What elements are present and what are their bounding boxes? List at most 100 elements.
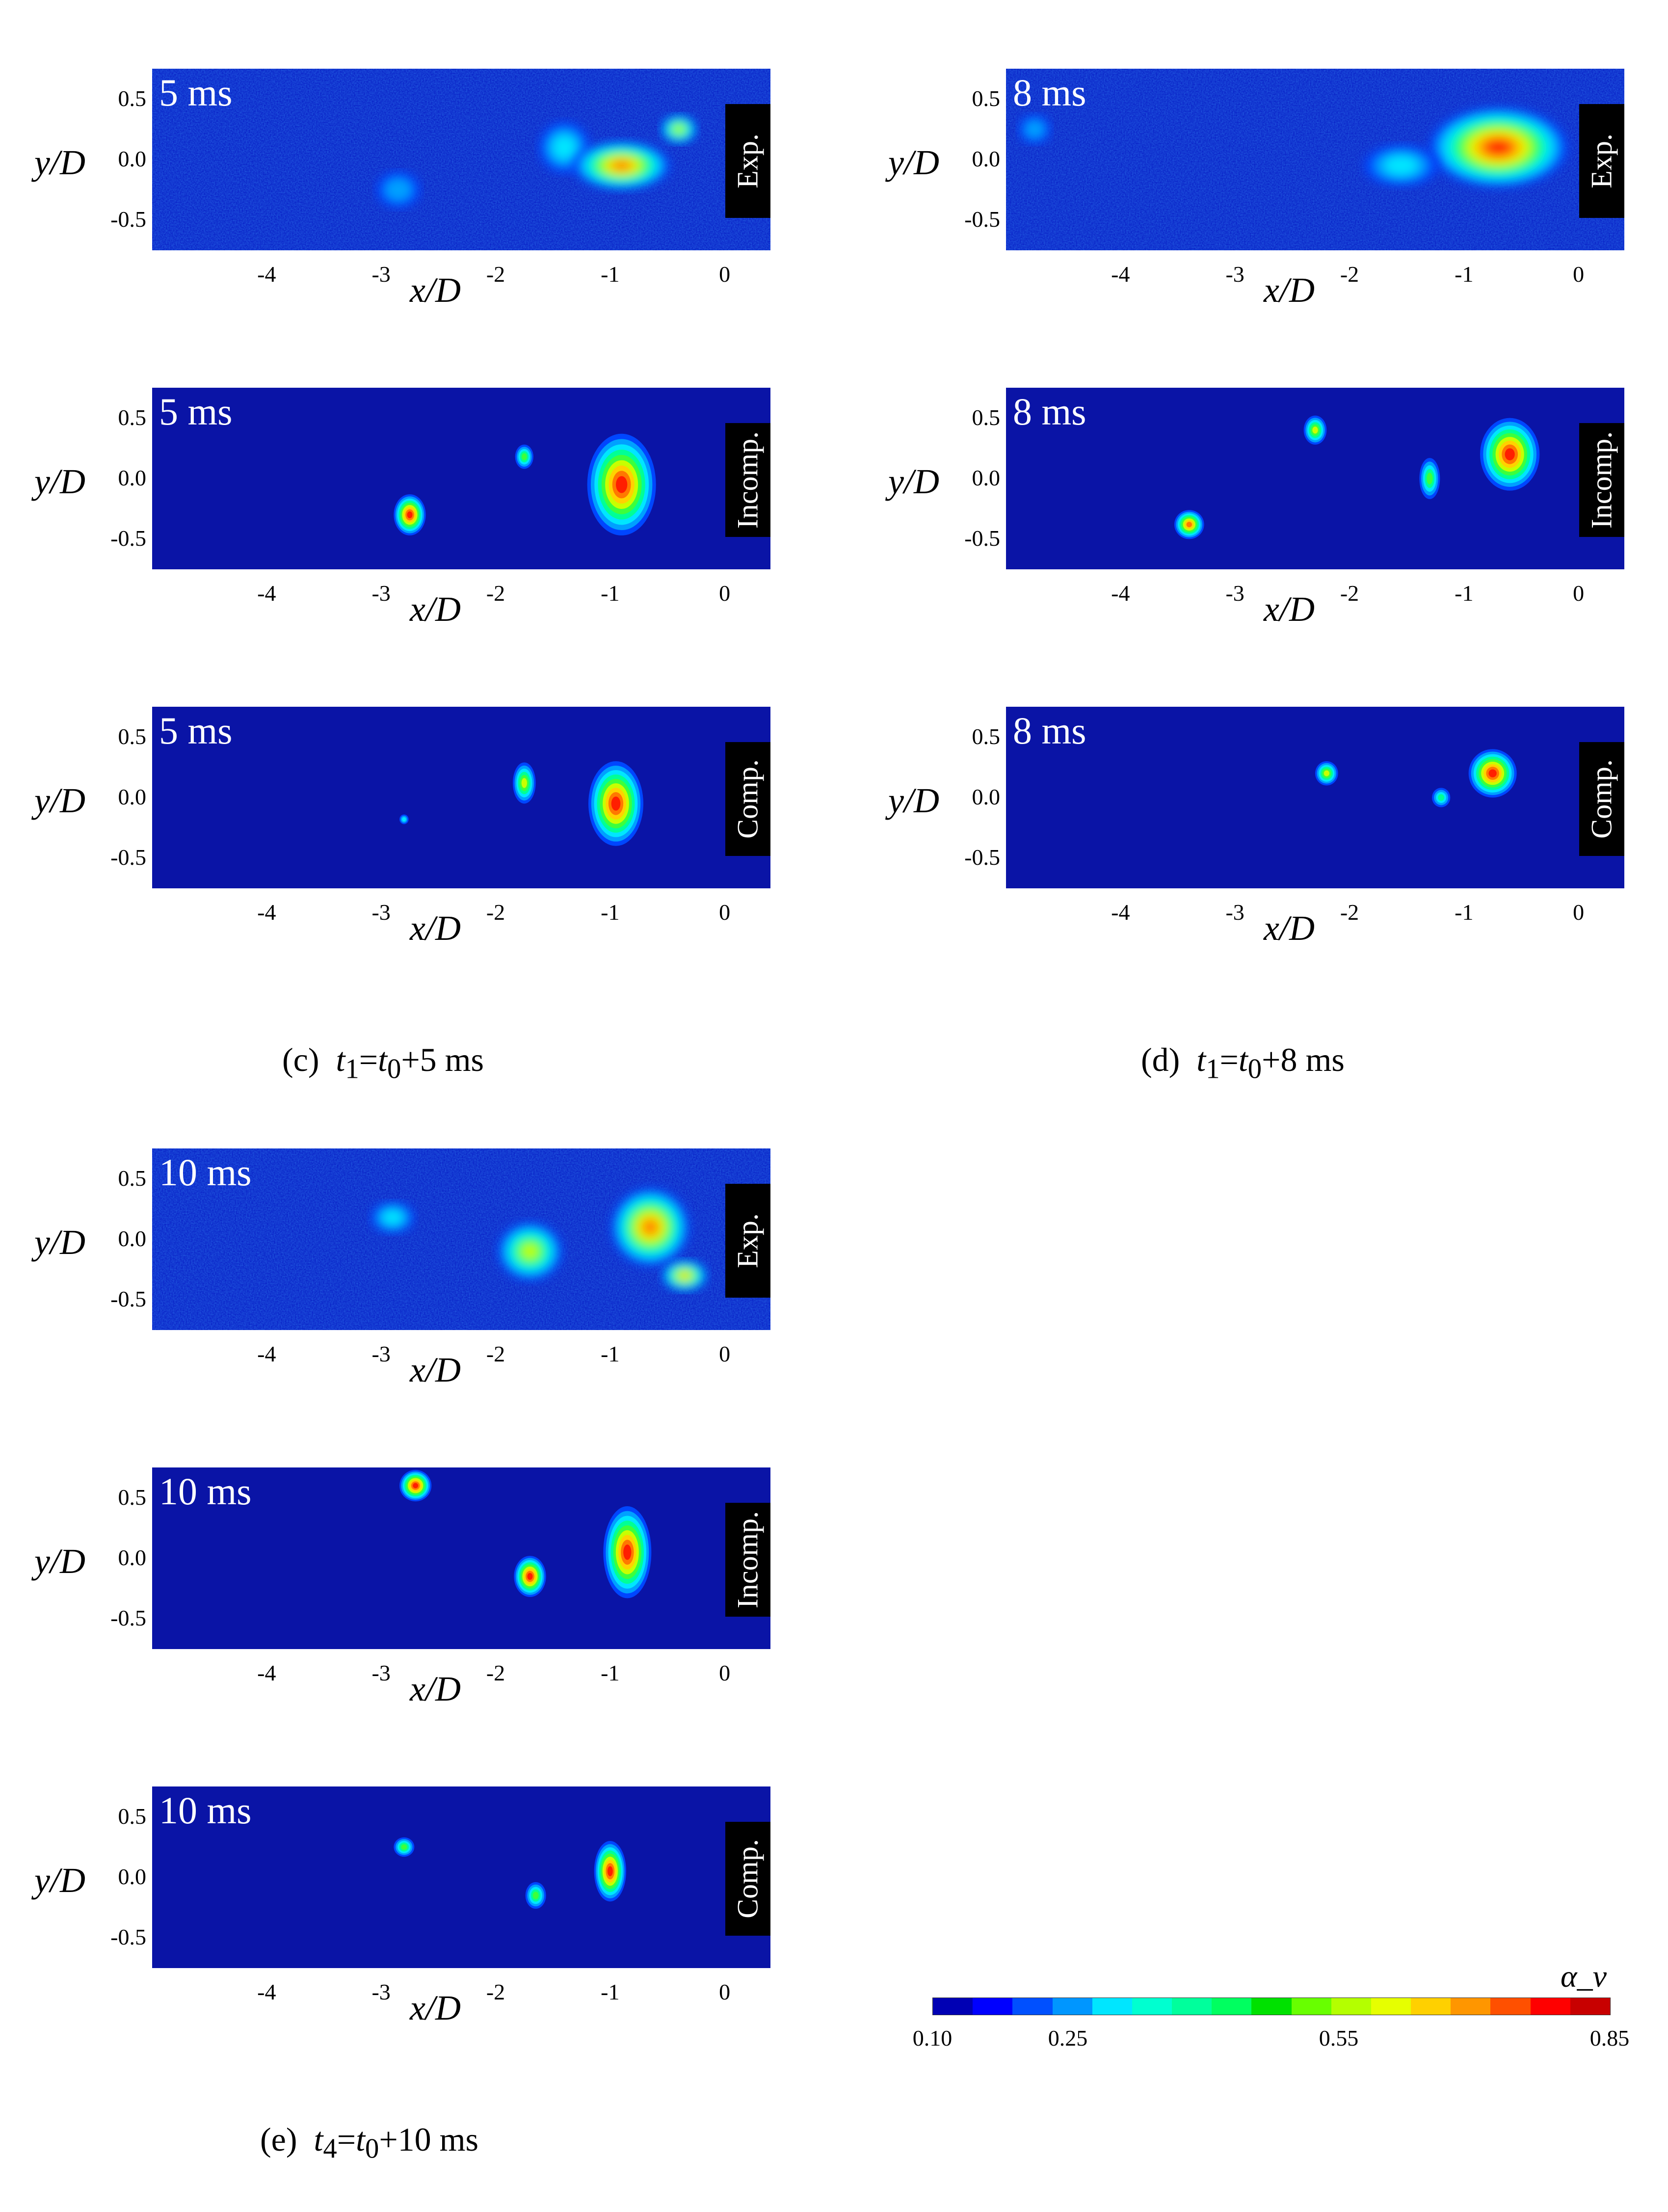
contour-level xyxy=(1488,769,1497,777)
x-tick-label: -2 xyxy=(486,581,505,606)
contour-level xyxy=(611,796,621,811)
x-axis-label: x/D xyxy=(1264,589,1315,629)
vapor-cavity xyxy=(1432,788,1451,807)
method-tag: Exp. xyxy=(1579,104,1624,218)
caption-c: (c) t1=t0+5 ms xyxy=(282,1041,484,1085)
method-tag-text: Incomp. xyxy=(1585,431,1618,529)
x-tick-label: -2 xyxy=(1340,581,1359,606)
vapor-cavity xyxy=(662,1259,708,1292)
y-tick-label: 0.0 xyxy=(118,784,147,809)
y-tick-label: 0.0 xyxy=(118,465,147,490)
colorbar-segment xyxy=(1570,1998,1610,2015)
contour-svg xyxy=(152,388,770,569)
x-tick-label: -4 xyxy=(1111,581,1130,606)
vapor-cavity xyxy=(1419,458,1440,499)
vapor-cavity xyxy=(539,122,590,173)
contour-level xyxy=(532,1892,539,1899)
y-tick-label: 0.5 xyxy=(972,85,1001,111)
y-tick-label: 0.5 xyxy=(118,723,147,749)
contour-plot: 8 ms Comp. xyxy=(1006,707,1624,888)
time-label: 8 ms xyxy=(1013,709,1086,752)
contour-level xyxy=(607,1866,613,1876)
colorbar-tick-label: 0.55 xyxy=(1319,2025,1359,2051)
x-tick-label: -1 xyxy=(1455,900,1474,925)
x-axis-label: x/D xyxy=(1264,908,1315,948)
x-tick-label: -2 xyxy=(486,900,505,925)
colorbar-segment xyxy=(1212,1998,1252,2015)
caption-d: (d) t1=t0+8 ms xyxy=(1141,1041,1345,1085)
time-label: 5 ms xyxy=(159,390,233,433)
contour-plot: 10 ms Incomp. xyxy=(152,1467,770,1649)
y-tick-label: -0.5 xyxy=(110,845,146,870)
y-tick-label: 0.0 xyxy=(118,1545,147,1570)
y-axis-label: y/D xyxy=(34,1861,85,1900)
x-tick-label: 0 xyxy=(719,1979,731,2004)
vapor-cavity xyxy=(1303,415,1327,445)
x-tick-label: -4 xyxy=(257,262,276,287)
contour-level xyxy=(616,476,628,493)
x-tick-label: -3 xyxy=(371,900,391,925)
x-tick-label: -3 xyxy=(371,581,391,606)
x-axis-label: x/D xyxy=(410,908,461,948)
x-tick-label: -1 xyxy=(601,1341,620,1366)
colorbar-segment xyxy=(1371,1998,1411,2015)
colorbar-segment xyxy=(1291,1998,1331,2015)
vapor-cavity xyxy=(376,171,420,208)
x-tick-label: 0 xyxy=(1573,262,1585,287)
x-tick-label: -3 xyxy=(1225,581,1244,606)
colorbar-segment xyxy=(933,1998,973,2015)
method-tag-text: Comp. xyxy=(1585,759,1618,839)
x-tick-label: -4 xyxy=(257,581,276,606)
y-tick-label: -0.5 xyxy=(110,1605,146,1631)
colorbar-tick-label: 0.85 xyxy=(1589,2025,1630,2051)
y-tick-label: 0.5 xyxy=(118,1803,147,1829)
x-tick-label: 0 xyxy=(719,900,731,925)
background-field xyxy=(152,1467,770,1649)
method-tag-text: Incomp. xyxy=(731,431,764,529)
background-field xyxy=(152,388,770,569)
contour-level xyxy=(553,136,576,159)
contour-level xyxy=(385,178,412,201)
contour-level xyxy=(383,1210,402,1225)
x-tick-label: -4 xyxy=(257,1341,276,1366)
x-tick-label: -3 xyxy=(1225,900,1244,925)
contour-level xyxy=(1384,156,1418,175)
vapor-cavity xyxy=(603,1506,652,1599)
colorbar-segment xyxy=(973,1998,1013,2015)
vapor-cavity xyxy=(515,444,533,469)
background-field xyxy=(152,1786,770,1968)
x-axis-label: x/D xyxy=(1264,270,1315,310)
caption-e: (e) t4=t0+10 ms xyxy=(260,2121,479,2164)
colorbar-legend: α_v 0.10 0.25 0.55 0.85 xyxy=(913,1958,1639,2056)
contour-level xyxy=(522,1244,538,1259)
y-tick-label: 0.5 xyxy=(118,85,147,111)
y-tick-label: 0.0 xyxy=(118,1226,147,1251)
contour-level xyxy=(674,126,684,133)
method-tag-text: Comp. xyxy=(731,1839,764,1919)
vapor-cavity xyxy=(573,141,670,190)
vapor-cavity xyxy=(513,762,536,804)
y-tick-label: 0.0 xyxy=(118,146,147,171)
x-tick-label: -3 xyxy=(1225,262,1244,287)
y-axis-label: y/D xyxy=(34,462,85,501)
plot-panel: y/D 0.5 0.0 -0.5 10 ms Comp. -4 -3 -2 -1 0 x/D xyxy=(34,1786,805,2037)
contour-level xyxy=(527,1573,533,1580)
method-tag: Comp. xyxy=(725,1822,770,1936)
y-tick-label: 0.0 xyxy=(972,465,1001,490)
plot-panel: y/D 0.5 0.0 -0.5 8 ms Comp. -4 -3 -2 -1 0 x/D xyxy=(888,707,1659,957)
method-tag: Incomp. xyxy=(725,1503,770,1617)
y-tick-label: 0.5 xyxy=(972,723,1001,749)
colorbar-segment xyxy=(1411,1998,1451,2015)
contour-level xyxy=(643,1220,658,1235)
plot-panel: y/D 0.5 0.0 -0.5 5 ms Comp. -4 -3 -2 -1 0 x/D xyxy=(34,707,805,957)
vapor-cavity xyxy=(587,433,656,535)
vapor-cavity xyxy=(611,1188,689,1266)
method-tag-text: Exp. xyxy=(731,1213,764,1268)
y-axis-label: y/D xyxy=(888,781,939,820)
y-tick-label: 0.0 xyxy=(972,146,1001,171)
colorbar-segment xyxy=(1451,1998,1491,2015)
contour-svg xyxy=(152,707,770,888)
contour-level xyxy=(1427,473,1433,484)
vapor-cavity xyxy=(1468,749,1517,798)
x-tick-label: 0 xyxy=(1573,581,1585,606)
